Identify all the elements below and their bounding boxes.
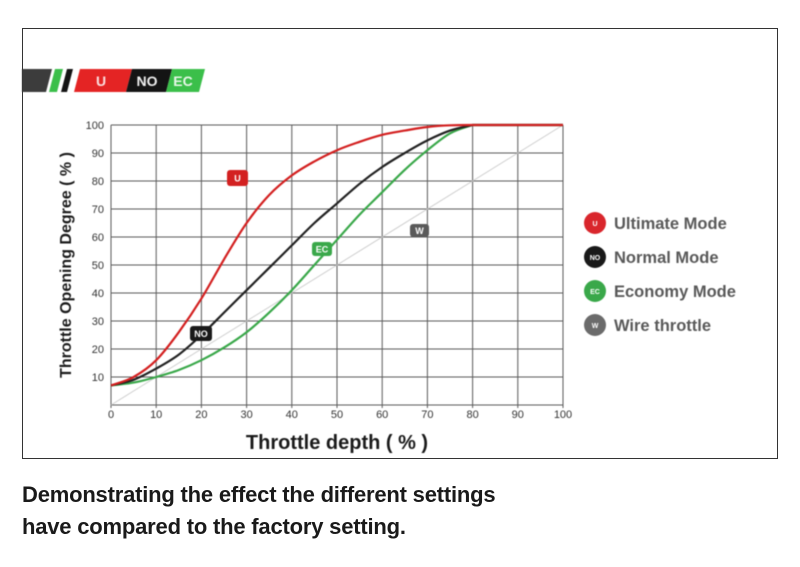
svg-text:60: 60 (92, 232, 104, 244)
svg-text:50: 50 (92, 260, 104, 272)
svg-text:Ultimate Mode: Ultimate Mode (614, 215, 727, 233)
svg-text:50: 50 (331, 409, 343, 421)
svg-text:Normal Mode: Normal Mode (614, 249, 719, 267)
svg-text:10: 10 (150, 409, 162, 421)
svg-text:70: 70 (421, 409, 433, 421)
svg-text:10: 10 (92, 372, 104, 384)
svg-text:60: 60 (376, 409, 388, 421)
svg-text:W: W (415, 226, 424, 236)
svg-text:EC: EC (590, 289, 600, 296)
svg-text:U: U (592, 221, 597, 228)
svg-text:NO: NO (590, 255, 601, 262)
svg-text:90: 90 (512, 409, 524, 421)
svg-text:30: 30 (92, 316, 104, 328)
svg-text:40: 40 (286, 409, 298, 421)
svg-text:80: 80 (92, 176, 104, 188)
svg-text:Throttle depth ( % ): Throttle depth ( % ) (246, 432, 428, 454)
svg-text:20: 20 (195, 409, 207, 421)
svg-text:W: W (592, 323, 599, 330)
svg-text:NO: NO (194, 329, 208, 339)
svg-text:Wire throttle: Wire throttle (614, 317, 711, 335)
svg-text:30: 30 (240, 409, 252, 421)
svg-text:90: 90 (92, 148, 104, 160)
svg-text:100: 100 (86, 120, 104, 132)
svg-text:80: 80 (466, 409, 478, 421)
svg-text:70: 70 (92, 204, 104, 216)
svg-text:Economy Mode: Economy Mode (614, 283, 736, 301)
svg-text:40: 40 (92, 288, 104, 300)
svg-text:Throttle Opening Degree ( % ): Throttle Opening Degree ( % ) (58, 152, 75, 378)
svg-text:0: 0 (108, 409, 114, 421)
svg-text:20: 20 (92, 344, 104, 356)
svg-text:EC: EC (316, 245, 329, 255)
svg-text:U: U (234, 174, 241, 184)
svg-text:100: 100 (554, 409, 572, 421)
